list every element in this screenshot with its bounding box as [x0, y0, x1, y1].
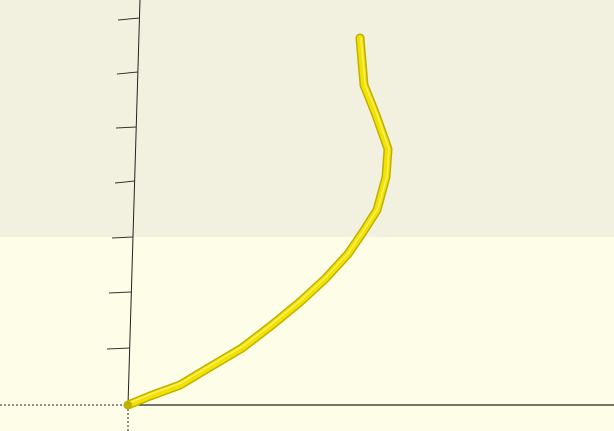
curve-start-cap [124, 401, 132, 409]
axis-tick [116, 71, 139, 75]
axis-ticks [106, 17, 141, 350]
background-lower [0, 237, 614, 431]
axis-tick [111, 236, 134, 239]
axis-tick [108, 291, 132, 294]
curve-highlight [128, 37, 390, 404]
curve-model[interactable] [123, 33, 393, 410]
axis-tick [117, 17, 141, 21]
background-upper [0, 0, 614, 237]
axis-tick [114, 180, 136, 184]
axis-tick [106, 347, 131, 350]
vertical-axis [127, 0, 141, 406]
axis-tick [115, 126, 137, 129]
